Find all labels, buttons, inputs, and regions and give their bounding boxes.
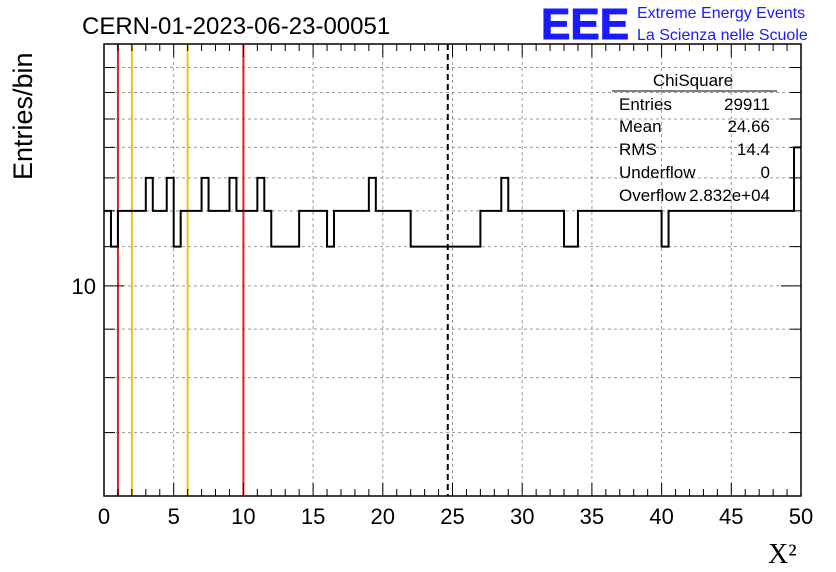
- stats-mean-value: 24.66: [727, 117, 770, 136]
- x-tick-label: 30: [510, 504, 534, 529]
- x-tick-label: 5: [168, 504, 180, 529]
- x-tick-label: 20: [371, 504, 395, 529]
- x-tick-label: 0: [98, 504, 110, 529]
- stats-rms-value: 14.4: [737, 140, 770, 159]
- stats-entries-label: Entries: [619, 95, 672, 114]
- logo-line-1: Extreme Energy Events: [637, 5, 805, 22]
- x-axis-title: X²: [768, 539, 797, 570]
- stats-underflow-label: Underflow: [619, 163, 696, 182]
- y-axis-title: Entries/bin: [8, 52, 38, 180]
- histogram-line: [104, 146, 801, 248]
- x-tick-label: 40: [649, 504, 673, 529]
- stats-overflow-value: 2.832e+04: [689, 186, 770, 205]
- marker-lines: [116, 44, 449, 496]
- y-tick-label: 10: [72, 274, 96, 299]
- stats-rms-label: RMS: [619, 140, 657, 159]
- x-tick-label: 25: [440, 504, 464, 529]
- axis-ticks: 0 5 10 15 20 25 30 35 40 45 50 10: [72, 44, 813, 529]
- stats-entries-value: 29911: [724, 95, 770, 114]
- x-tick-label: 50: [789, 504, 813, 529]
- stats-title: ChiSquare: [653, 71, 733, 90]
- stats-overflow-label: Overflow: [619, 186, 687, 205]
- x-tick-label: 10: [231, 504, 255, 529]
- x-tick-label: 15: [301, 504, 325, 529]
- stats-mean-label: Mean: [619, 117, 662, 136]
- grid-layer: [104, 44, 801, 496]
- run-title: CERN-01-2023-06-23-00051: [82, 13, 390, 40]
- stats-box: ChiSquare Entries 29911 Mean 24.66 RMS 1…: [612, 71, 777, 205]
- x-tick-label: 35: [580, 504, 604, 529]
- x-tick-label: 45: [719, 504, 743, 529]
- logo-line-2: La Scienza nelle Scuole: [637, 27, 808, 44]
- stats-underflow-value: 0: [761, 163, 770, 182]
- eee-logo: EEE: [541, 0, 629, 49]
